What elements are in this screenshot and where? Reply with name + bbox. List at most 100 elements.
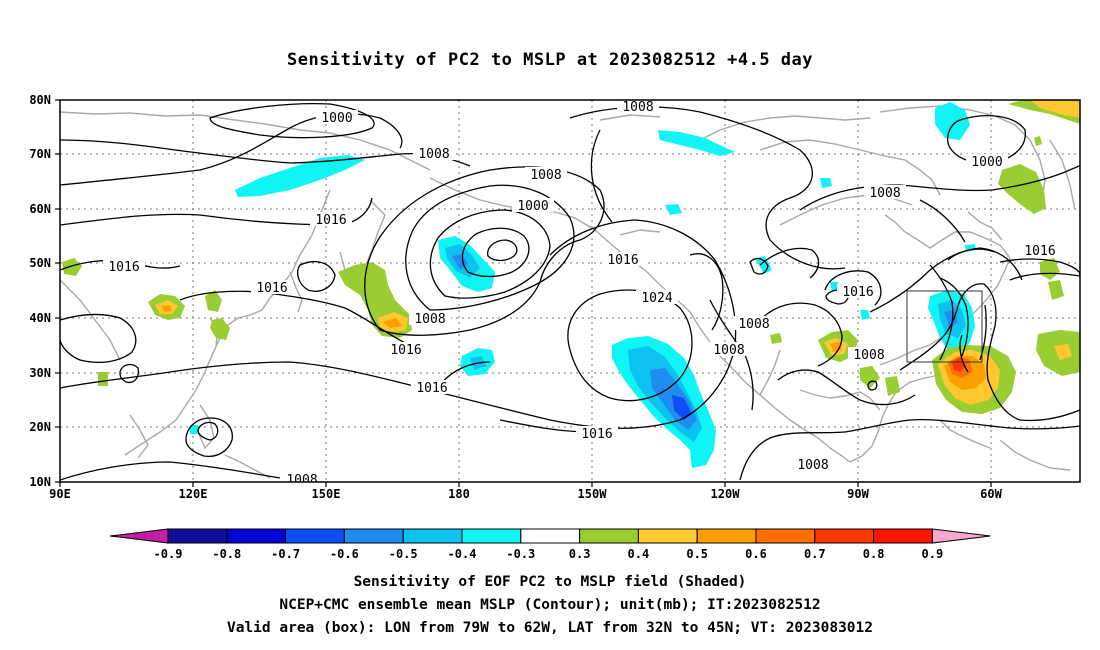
contour-label: 1008 [708,342,750,358]
contour-label: 1024 [636,290,678,306]
colorbar-tick-label: -0.4 [448,547,477,561]
contour-label: 1008 [281,472,323,488]
colorbar-cell [402,528,463,544]
colorbar-tick-label: 0.4 [628,547,650,561]
lon-label: 120E [179,487,208,501]
colorbar-cell [167,528,228,544]
colorbar-tick-label: -0.7 [271,547,300,561]
contour-label: 1008 [617,100,659,115]
svg-text:1016: 1016 [416,381,447,396]
colorbar-cell [343,528,404,544]
svg-text:1016: 1016 [315,213,346,228]
svg-text:1016: 1016 [108,260,139,275]
svg-text:1008: 1008 [797,458,828,473]
svg-text:1008: 1008 [418,147,449,162]
colorbar-cell [755,528,816,544]
svg-text:1016: 1016 [1024,244,1055,259]
lat-label: 60N [29,202,51,216]
colorbar-cell [226,528,287,544]
contour-label: 1008 [409,311,451,327]
svg-text:1000: 1000 [971,155,1002,170]
svg-text:1000: 1000 [517,199,548,214]
contour-label: 1008 [525,167,567,183]
svg-text:1008: 1008 [414,312,445,327]
colorbar-tick-label: -0.6 [330,547,359,561]
lon-label: 90W [847,487,869,501]
svg-text:1008: 1008 [713,343,744,358]
colorbar-tick-label: 0.3 [569,547,591,561]
axis-ticks [55,99,992,487]
contour-label: 1008 [792,457,834,473]
svg-text:1008: 1008 [853,348,884,363]
contour-label: 1016 [251,280,293,296]
colorbar-cell [637,528,698,544]
shade-neg-siberia [235,155,365,197]
contour-label: 1016 [576,426,618,442]
colorbar-cells [109,528,991,544]
lat-label: 50N [29,256,51,270]
colorbar-cell [814,528,875,544]
colorbar-cell [579,528,639,544]
svg-text:1000: 1000 [321,111,352,126]
svg-text:1008: 1008 [622,100,653,115]
colorbar-tick-label: 0.7 [804,547,826,561]
map-frame [59,99,1081,483]
svg-text:1008: 1008 [286,473,317,488]
svg-text:1008: 1008 [530,168,561,183]
svg-text:1016: 1016 [842,285,873,300]
colorbar-cell [696,528,757,544]
colorbar-tick-label: 0.5 [686,547,708,561]
contour-label: 1008 [413,146,455,162]
shade-neg-greenland [935,102,970,140]
colorbar-arrow-right [931,528,991,544]
caption-line-3: Valid area (box): LON from 79W to 62W, L… [226,620,873,636]
colorbar-tick-label: 0.6 [745,547,767,561]
contour-label: 1016 [103,259,145,275]
contour-label: 1016 [837,284,879,300]
colorbar-tick-label: -0.8 [212,547,241,561]
colorbar-tick-label: -0.5 [389,547,418,561]
lon-label: 180 [448,487,470,501]
colorbar-cell [285,528,345,544]
coastlines [60,101,1080,479]
contour-label: 1016 [602,252,644,268]
lon-label: 60W [980,487,1002,501]
caption-line-1: Sensitivity of EOF PC2 to MSLP field (Sh… [353,574,747,590]
lat-label: 40N [29,311,51,325]
lat-label: 30N [29,366,51,380]
colorbar-labels: -0.9 -0.8 -0.7 -0.6 -0.5 -0.4 -0.3 0.3 0.4 0.5 0.6… [154,547,944,561]
contour-label: 1000 [316,110,358,126]
contour-label: 1008 [864,185,906,201]
shade-neg-arctic [658,130,735,156]
map-title: Sensitivity of PC2 to MSLP at 2023082512… [286,50,813,70]
contour-label: 1016 [385,342,427,358]
contour-label: 1016 [411,380,453,396]
svg-text:1016: 1016 [256,281,287,296]
svg-text:1016: 1016 [581,427,612,442]
svg-text:1008: 1008 [738,317,769,332]
lat-label: 70N [29,147,51,161]
contour-label: 1016 [1019,243,1061,259]
valid-area-box [906,290,983,363]
colorbar-arrow-left [109,528,169,544]
colorbar-tick-label: 0.9 [922,547,944,561]
svg-text:1016: 1016 [607,253,638,268]
lon-label: 150E [312,487,341,501]
mslp-contours [60,102,1080,481]
colorbar-tick-label: -0.3 [506,547,535,561]
lon-label: 90E [49,487,71,501]
colorbar-tick-label: 0.8 [863,547,885,561]
colorbar-cell [873,528,933,544]
svg-text:1016: 1016 [390,343,421,358]
contour-labels: 1000 1008 1008 1008 1000 1000 1008 1016 … [103,100,1061,488]
lat-label: 80N [29,93,51,107]
svg-text:1024: 1024 [641,291,672,306]
colorbar-cell [520,528,581,544]
sensitivity-shading [62,100,1080,468]
longitude-labels: 90E 120E 150E 180 150W 120W 90W 60W [49,487,1002,501]
caption-line-2: NCEP+CMC ensemble mean MSLP (Contour); u… [279,597,821,613]
latitude-labels: 80N 70N 60N 50N 40N 30N 20N 10N [29,93,51,489]
contour-label: 1008 [848,347,890,363]
contour-label: 1008 [733,316,775,332]
